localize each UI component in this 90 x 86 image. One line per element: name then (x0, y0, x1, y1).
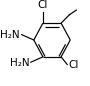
Text: H₂N: H₂N (1, 30, 20, 40)
Text: Cl: Cl (38, 0, 48, 10)
Text: H₂N: H₂N (10, 58, 29, 68)
Text: Cl: Cl (69, 60, 79, 70)
